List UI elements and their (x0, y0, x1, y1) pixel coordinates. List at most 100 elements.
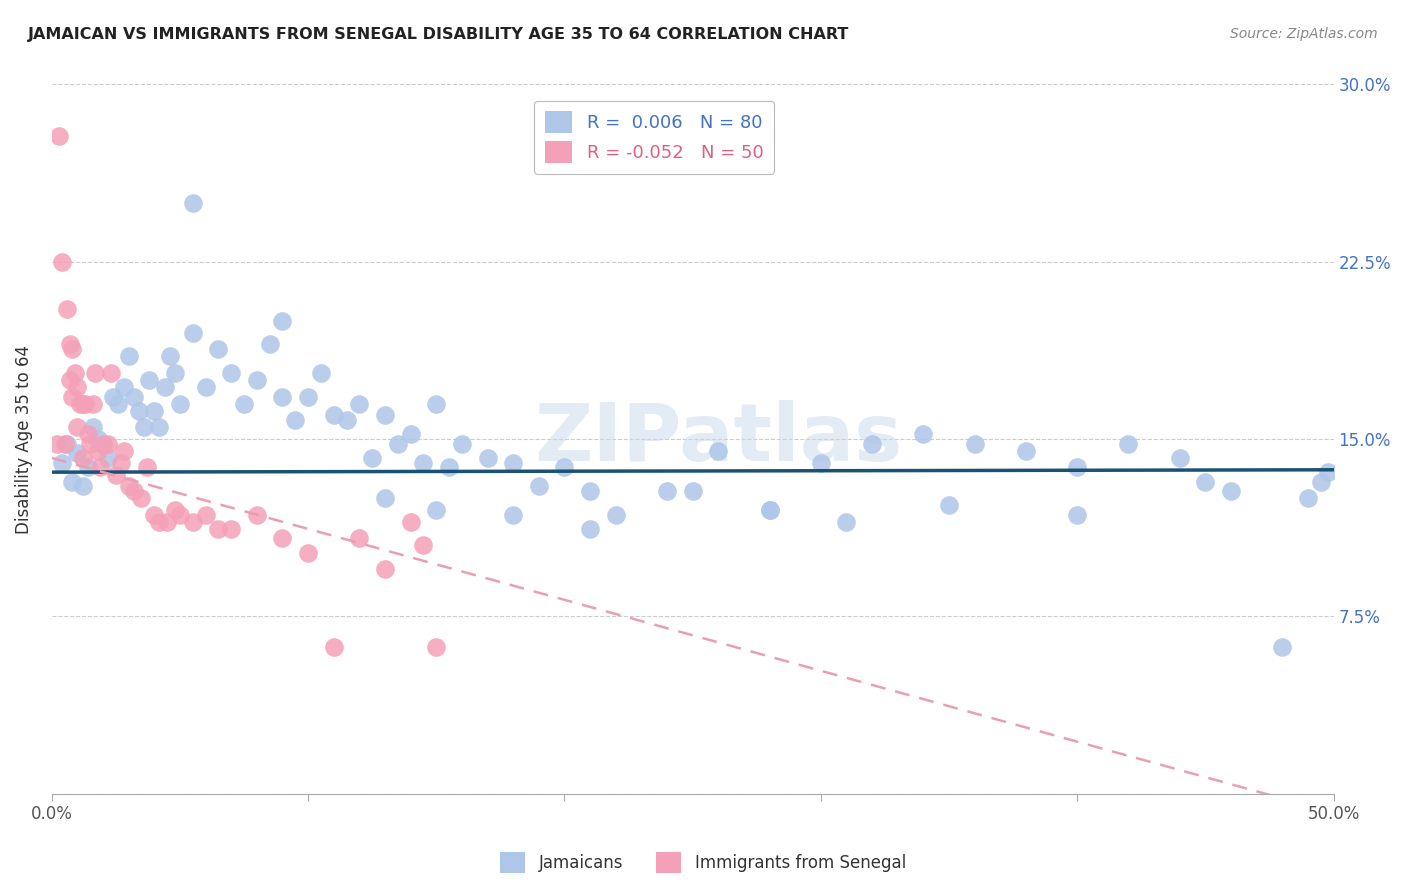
Text: Source: ZipAtlas.com: Source: ZipAtlas.com (1230, 27, 1378, 41)
Point (60, 475, 83, 489)
Point (1309, 475, 1331, 489)
Point (335, 413, 357, 427)
Point (271, 532, 294, 546)
Point (97, 437, 120, 451)
Point (131, 491, 153, 505)
Point (219, 522, 242, 536)
Point (48, 129, 70, 144)
Point (1015, 443, 1038, 458)
Point (51, 456, 73, 470)
Point (1317, 465, 1340, 479)
Point (605, 508, 627, 522)
Point (181, 515, 204, 529)
Point (349, 532, 371, 546)
Point (112, 380, 135, 394)
Point (271, 314, 294, 328)
Point (1194, 475, 1216, 489)
Point (59, 373, 82, 387)
Point (66, 380, 89, 394)
Point (156, 515, 179, 529)
Point (138, 373, 160, 387)
Point (437, 460, 460, 475)
Point (76, 460, 98, 475)
Point (451, 437, 474, 451)
Point (1271, 640, 1294, 654)
Y-axis label: Disability Age 35 to 64: Disability Age 35 to 64 (15, 344, 32, 533)
Point (425, 396, 447, 410)
Point (322, 640, 344, 654)
Point (579, 484, 602, 499)
Point (84, 366, 107, 380)
Point (374, 562, 396, 576)
Point (361, 450, 384, 465)
Point (169, 508, 191, 522)
Point (207, 522, 229, 536)
Legend: R =  0.006   N = 80, R = -0.052   N = 50: R = 0.006 N = 80, R = -0.052 N = 50 (534, 101, 775, 174)
Point (1066, 508, 1088, 522)
Point (104, 467, 127, 482)
Point (502, 456, 524, 470)
Point (91, 437, 114, 451)
Point (758, 503, 780, 517)
Point (412, 538, 434, 552)
Point (45, 437, 67, 451)
Point (87, 432, 110, 446)
Point (148, 515, 170, 529)
Point (63, 366, 86, 380)
Point (1066, 460, 1088, 475)
Point (860, 437, 883, 451)
Point (97, 450, 120, 465)
Point (219, 366, 242, 380)
Point (128, 403, 150, 417)
Point (835, 515, 858, 529)
Point (103, 390, 125, 404)
Point (82, 396, 104, 410)
Point (374, 409, 396, 423)
Point (75, 396, 97, 410)
Point (527, 479, 550, 493)
Point (707, 443, 730, 458)
Point (89, 460, 111, 475)
Text: ZIPatlas: ZIPatlas (534, 400, 903, 478)
Point (107, 396, 129, 410)
Point (69, 396, 91, 410)
Point (682, 484, 704, 499)
Point (118, 479, 141, 493)
Point (132, 420, 155, 434)
Point (72, 479, 94, 493)
Point (477, 450, 499, 465)
Point (1118, 437, 1140, 451)
Point (118, 349, 141, 363)
Point (412, 456, 434, 470)
Point (110, 456, 132, 470)
Point (387, 437, 409, 451)
Point (912, 427, 935, 442)
Point (56, 437, 79, 451)
Point (100, 366, 122, 380)
Point (655, 484, 678, 499)
Point (579, 522, 602, 536)
Point (56, 301, 79, 316)
Point (143, 508, 166, 522)
Point (79, 437, 101, 451)
Point (1296, 491, 1319, 505)
Point (1220, 484, 1243, 499)
Point (181, 326, 204, 340)
Point (938, 498, 960, 512)
Point (309, 366, 332, 380)
Point (810, 456, 832, 470)
Point (135, 460, 157, 475)
Point (207, 343, 229, 357)
Point (322, 409, 344, 423)
Point (143, 403, 166, 417)
Point (233, 396, 256, 410)
Point (82, 420, 104, 434)
Point (159, 349, 181, 363)
Point (153, 380, 176, 394)
Point (112, 443, 135, 458)
Point (148, 420, 170, 434)
Point (963, 437, 986, 451)
Point (259, 337, 281, 351)
Point (194, 380, 217, 394)
Point (76, 427, 98, 442)
